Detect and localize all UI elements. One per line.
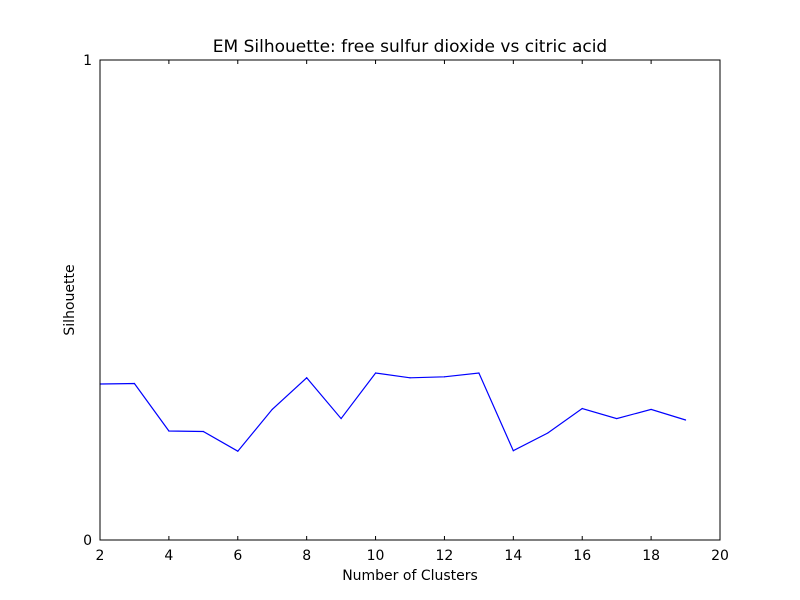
x-tick-label: 14: [504, 548, 522, 564]
data-point: [581, 407, 583, 410]
data-point: [409, 377, 411, 379]
data-point: [616, 417, 618, 420]
series-line-0: [99, 372, 686, 452]
series-layer: [99, 372, 687, 452]
y-axis-label: Silhouette: [62, 264, 78, 335]
data-point: [650, 408, 652, 411]
x-axis-label: Number of Clusters: [342, 568, 478, 584]
ticks-layer: 2 4 6 8 10 12 14 16 18 20 0 1: [83, 53, 729, 564]
x-tick-label: 6: [233, 548, 242, 564]
data-point: [271, 408, 273, 411]
x-tick-label: 16: [573, 548, 591, 564]
data-point: [547, 432, 549, 434]
chart-title: EM Silhouette: free sulfur dioxide vs ci…: [213, 37, 607, 57]
x-tick-label: 10: [367, 548, 385, 564]
y-tick-label: 0: [83, 533, 92, 549]
data-point: [340, 417, 342, 420]
plot-frame: [99, 59, 721, 541]
x-tick-label: 20: [711, 548, 729, 564]
x-tick-label: 8: [302, 548, 311, 564]
data-point: [374, 372, 377, 374]
data-point: [443, 376, 446, 378]
x-tick-label: 18: [642, 548, 660, 564]
data-point: [168, 430, 170, 432]
x-tick-label: 2: [96, 548, 105, 564]
data-point: [133, 382, 136, 385]
x-tick-label: 12: [436, 548, 454, 564]
data-point: [237, 450, 239, 452]
data-point: [202, 430, 204, 433]
data-point: [684, 419, 687, 421]
data-point: [306, 377, 308, 379]
y-tick-label: 1: [83, 53, 92, 69]
data-point: [478, 372, 480, 374]
x-tick-label: 4: [164, 548, 173, 564]
data-point: [512, 450, 514, 452]
